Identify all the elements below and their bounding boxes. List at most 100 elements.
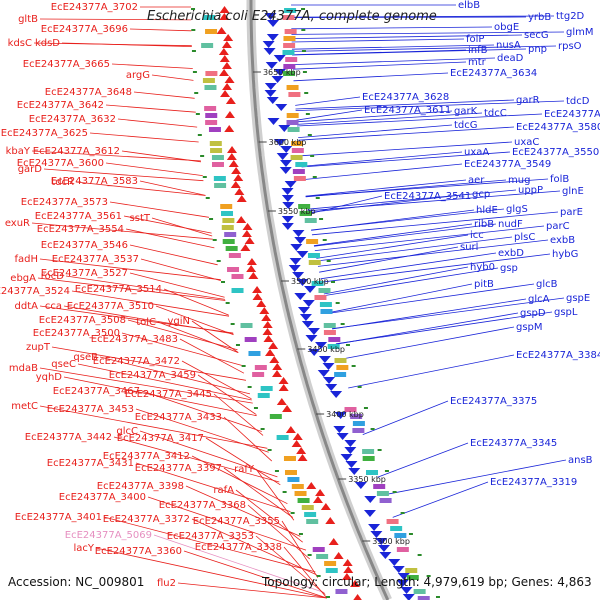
right-gene-label: gspE — [566, 293, 590, 304]
right-gene-label: pitB — [474, 279, 494, 290]
cog-block — [306, 239, 319, 244]
track-dash — [192, 71, 197, 73]
track-dash — [307, 134, 312, 136]
backbone-ring — [246, 0, 392, 600]
track-dash — [351, 365, 356, 367]
cog-block — [203, 15, 216, 20]
reverse-gene-arrow — [344, 447, 357, 454]
left-gene-label: rafA — [213, 485, 234, 496]
left-gene-label: EcE24377A_3524 — [0, 286, 70, 297]
track-dash — [322, 239, 327, 241]
cog-block — [335, 589, 348, 594]
right-gene-label: deaD — [497, 53, 524, 64]
track-dash — [197, 134, 202, 136]
track-dash — [298, 533, 303, 535]
left-gene-label: EcE24377A_3372 — [103, 514, 190, 525]
reverse-gene-arrow — [363, 510, 376, 517]
cog-block — [298, 204, 311, 209]
track-dash — [325, 596, 330, 598]
cog-block — [290, 155, 303, 160]
right-gene-label: EcE24377A_3550 — [512, 147, 599, 158]
right-gene-label: gspL — [554, 307, 578, 318]
cog-block — [297, 498, 310, 503]
forward-gene-arrow — [272, 370, 283, 377]
left-gene-label: EcE24377A_3400 — [59, 492, 146, 503]
reverse-gene-arrow — [292, 230, 305, 237]
cog-block — [362, 456, 375, 461]
cog-block — [269, 414, 282, 419]
left-gene-label: EcE24377A_3397 — [135, 463, 222, 474]
left-gene-label: EcE24377A_3527 — [41, 268, 128, 279]
cog-block — [222, 218, 235, 223]
cog-block — [344, 407, 357, 412]
left-gene-label: EcE24377A_3702 — [51, 2, 138, 13]
cog-block — [283, 71, 296, 76]
forward-gene-arrow — [224, 76, 235, 83]
cog-block — [231, 288, 244, 293]
right-gene-label: EcE24377A_3384 — [516, 350, 600, 361]
forward-gene-arrow — [325, 517, 336, 524]
cog-block — [292, 169, 305, 174]
cog-block — [336, 365, 349, 370]
forward-gene-arrow — [221, 41, 232, 48]
right-gene-label: EcE24377A_3587 — [544, 109, 600, 120]
track-dash — [202, 176, 207, 178]
forward-gene-arrow — [227, 146, 238, 153]
cog-block — [286, 85, 299, 90]
right-gene-label: EcE24377A_3549 — [464, 159, 551, 170]
right-gene-label: tdcD — [566, 96, 590, 107]
right-gene-label: garR — [516, 95, 540, 106]
reverse-gene-arrow — [308, 349, 321, 356]
right-gene-label: EcE24377A_3634 — [450, 68, 537, 79]
track-dash — [363, 407, 368, 409]
left-gene-label: EcE24377A_3360 — [95, 546, 182, 557]
track-dash — [260, 428, 265, 430]
track-dash — [305, 113, 310, 115]
left-gene-label: tolC — [136, 317, 156, 328]
cog-block — [304, 512, 317, 517]
track-dash — [307, 554, 312, 556]
track-dash — [301, 8, 306, 10]
cog-block — [248, 351, 261, 356]
reverse-gene-arrow — [294, 237, 307, 244]
forward-gene-arrow — [224, 125, 235, 132]
left-gene-label: metC — [11, 401, 38, 412]
left-gene-label: EcE24377A_3442 — [25, 432, 112, 443]
track-dash — [267, 449, 272, 451]
reverse-gene-arrow — [296, 251, 309, 258]
reverse-gene-arrow — [375, 538, 388, 545]
right-gene-label: parE — [560, 207, 583, 218]
left-gene-label: ebgA — [10, 273, 36, 284]
forward-gene-arrow — [223, 34, 234, 41]
left-gene-label: EcE24377A_3546 — [41, 240, 128, 251]
track-dash — [302, 71, 307, 73]
cog-block — [328, 337, 341, 342]
cog-block — [352, 421, 365, 426]
reverse-gene-arrow — [265, 62, 278, 69]
right-gene-label: garK — [454, 106, 478, 117]
forward-gene-arrow — [244, 237, 255, 244]
reverse-gene-arrow — [315, 342, 328, 349]
tick-label: 3450 kbp — [307, 345, 345, 354]
right-gene-label: tdcC — [484, 108, 507, 119]
right-gene-label: surl — [460, 242, 478, 253]
track-dash — [205, 197, 210, 199]
forward-gene-arrow — [269, 356, 280, 363]
left-gene-label: EcE24377A_3554 — [37, 224, 124, 235]
left-gene-label: EcE24377A_3642 — [17, 100, 104, 111]
forward-gene-arrow — [234, 188, 245, 195]
track-dash — [377, 449, 382, 451]
left-gene-label: EcE24377A_3500 — [33, 328, 120, 339]
cog-block — [294, 491, 307, 496]
right-gene-label: mug — [508, 175, 530, 186]
track-dash — [340, 323, 345, 325]
cog-block — [208, 127, 221, 132]
cog-block — [390, 526, 403, 531]
cog-block — [211, 162, 224, 167]
cog-block — [205, 113, 218, 118]
tick-label: 3500 kbp — [291, 277, 329, 286]
cog-block — [307, 253, 320, 258]
label-connector-lines — [31, 4, 567, 599]
reverse-gene-arrow — [397, 573, 410, 580]
right-gene-label: hldE — [476, 205, 498, 216]
